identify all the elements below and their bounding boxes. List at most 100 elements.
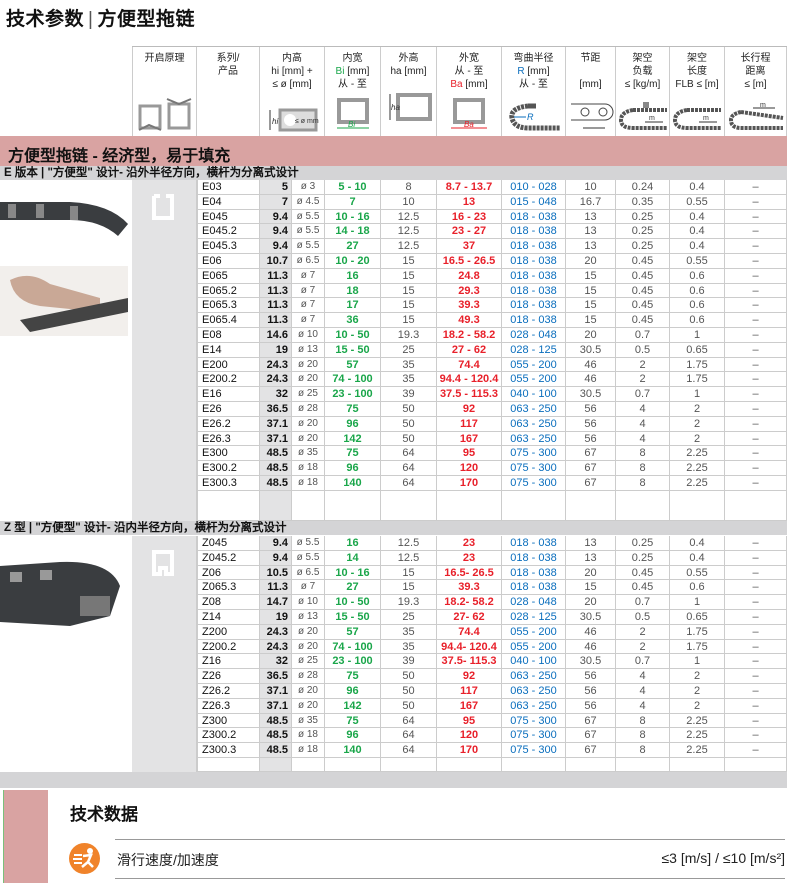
table-row[interactable]: E045 9.4 ø 5.5 10 - 16 12.5 16 - 23 018 - 038 1… <box>197 209 787 225</box>
cell-o-max: ø 18 <box>292 461 325 476</box>
cell-series: Z200.2 <box>197 639 260 655</box>
cell-ba: 117 <box>437 683 502 699</box>
cell-length: 0.55 <box>670 565 725 581</box>
cell-travel: – <box>725 327 787 343</box>
table-row[interactable]: E26.3 37.1 ø 20 142 50 167 063 - 250 56 4 2– <box>197 431 787 447</box>
cell-bi: 10 - 20 <box>325 253 381 269</box>
outer-height-icon: ha <box>381 92 436 122</box>
header-travel-l2: 距离 <box>745 66 766 77</box>
table-row[interactable]: E065 11.3 ø 7 16 15 24.8 018 - 038 15 0.45 0.6– <box>197 268 787 284</box>
cell-length: 2 <box>670 669 725 684</box>
table-row[interactable]: Z26.2 37.1 ø 20 96 50 117 063 - 250 56 4 2– <box>197 683 787 699</box>
cell-ba: 49.3 <box>437 313 502 328</box>
table-row[interactable]: Z26.3 37.1 ø 20 142 50 167 063 - 250 56 4 2– <box>197 698 787 714</box>
cell-r: 018 - 038 <box>502 224 566 240</box>
inner-height-icon: hi ≤ ø mm <box>260 108 324 132</box>
cell-o-max: ø 13 <box>292 342 325 358</box>
table-row[interactable]: Z08 14.7 ø 10 10 - 50 19.3 18.2- 58.2 028 - 04… <box>197 595 787 610</box>
table-row[interactable]: Z045.2 9.4 ø 5.5 14 12.5 23 018 - 038 13 0.25 0.4… <box>197 550 787 566</box>
cell-load: 4 <box>616 431 670 447</box>
table-row[interactable]: E200.2 24.3 ø 20 74 - 100 35 94.4 - 120.4 055 … <box>197 372 787 388</box>
speed-label: 滑行速度/加速度 <box>117 852 219 868</box>
table-row[interactable]: Z065.3 11.3 ø 7 27 15 39.3 018 - 038 15 0.45 0.6– <box>197 580 787 596</box>
table-row[interactable]: E045.3 9.4 ø 5.5 27 12.5 37 018 - 038 13 0.25 0.4… <box>197 239 787 254</box>
cell-r: 063 - 250 <box>502 416 566 432</box>
empty-cell <box>325 490 381 521</box>
table-row[interactable]: E300 48.5 ø 35 75 64 95 075 - 300 67 8 2.25– <box>197 446 787 462</box>
cell-ha: 19.3 <box>381 595 437 610</box>
table-row[interactable]: E08 14.6 ø 10 10 - 50 19.3 18.2 - 58.2 028 - 0… <box>197 327 787 343</box>
table-row[interactable]: E300.2 48.5 ø 18 96 64 120 075 - 300 67 8 2.25– <box>197 461 787 476</box>
table-row[interactable]: E300.3 48.5 ø 18 140 64 170 075 - 300 67 8 2.25– <box>197 475 787 491</box>
cell-length: 0.65 <box>670 609 725 625</box>
table-row[interactable]: Z200.2 24.3 ø 20 74 - 100 35 94.4- 120.4 055 -… <box>197 639 787 655</box>
empty-cell <box>197 757 260 772</box>
table-row[interactable]: E06 10.7 ø 6.5 10 - 20 15 16.5 - 26.5 018 - 03… <box>197 253 787 269</box>
header-pitch-l1: 节距 <box>580 53 601 64</box>
table-row[interactable]: E26 36.5 ø 28 75 50 92 063 - 250 56 4 2– <box>197 401 787 417</box>
cell-ha: 64 <box>381 475 437 491</box>
table-row[interactable]: Z300.2 48.5 ø 18 96 64 120 075 - 300 67 8 2.25– <box>197 728 787 744</box>
table-row[interactable]: Z300 48.5 ø 35 75 64 95 075 - 300 67 8 2.25– <box>197 713 787 729</box>
table-row[interactable]: E16 32 ø 25 23 - 100 39 37.5 - 115.3 040 - 100… <box>197 387 787 402</box>
empty-cell <box>260 757 292 772</box>
table-row[interactable]: E04 7 ø 4.5 7 10 13 015 - 048 16.7 0.35 0.55– <box>197 194 787 210</box>
cell-hi: 11.3 <box>260 283 292 299</box>
cell-travel: – <box>725 475 787 491</box>
cell-o-max: ø 5.5 <box>292 224 325 240</box>
header-ha-l1: 外高 <box>398 53 419 64</box>
cell-r: 055 - 200 <box>502 624 566 640</box>
table-row[interactable]: Z14 19 ø 13 15 - 50 25 27- 62 028 - 125 30.5 0.5… <box>197 609 787 625</box>
cell-pitch: 15 <box>566 298 616 314</box>
cell-pitch: 15 <box>566 283 616 299</box>
cell-length: 1 <box>670 654 725 670</box>
header-ba-l1: 外宽 <box>459 53 479 64</box>
open-top-link-icon <box>152 194 174 220</box>
header-r-l1: 弯曲半径 <box>513 53 554 64</box>
cell-travel: – <box>725 683 787 699</box>
cell-ha: 50 <box>381 431 437 447</box>
table-row[interactable]: E065.3 11.3 ø 7 17 15 39.3 018 - 038 15 0.45 0.6– <box>197 298 787 314</box>
table-row[interactable]: Z300.3 48.5 ø 18 140 64 170 075 - 300 67 8 2.25– <box>197 743 787 758</box>
table-row[interactable]: Z06 10.5 ø 6.5 10 - 16 15 16.5- 26.5 018 - 038… <box>197 565 787 581</box>
table-row[interactable]: Z16 32 ø 25 23 - 100 39 37.5- 115.3 040 - 100 3… <box>197 654 787 670</box>
cell-load: 8 <box>616 743 670 758</box>
cell-load: 0.35 <box>616 194 670 210</box>
table-row[interactable]: E200 24.3 ø 20 57 35 74.4 055 - 200 46 2 1.75– <box>197 357 787 373</box>
cell-load: 4 <box>616 698 670 714</box>
cell-bi: 10 - 50 <box>325 327 381 343</box>
table-row[interactable]: Z200 24.3 ø 20 57 35 74.4 055 - 200 46 2 1.75– <box>197 624 787 640</box>
cell-bi: 18 <box>325 283 381 299</box>
table-row[interactable]: E14 19 ø 13 15 - 50 25 27 - 62 028 - 125 30.5 0.… <box>197 342 787 358</box>
cell-o-max: ø 13 <box>292 609 325 625</box>
header-r-unit: [mm] <box>524 66 550 77</box>
empty-cell <box>725 757 787 772</box>
cell-bi: 96 <box>325 461 381 476</box>
table-row[interactable]: Z26 36.5 ø 28 75 50 92 063 - 250 56 4 2– <box>197 669 787 684</box>
empty-cell <box>292 757 325 772</box>
table-row[interactable]: E045.2 9.4 ø 5.5 14 - 18 12.5 23 - 27 018 - 03… <box>197 224 787 240</box>
cell-o-max: ø 5.5 <box>292 550 325 566</box>
cell-length: 0.6 <box>670 298 725 314</box>
cell-o-max: ø 7 <box>292 298 325 314</box>
table-row[interactable]: E065.4 11.3 ø 7 36 15 49.3 018 - 038 15 0.45 0.6– <box>197 313 787 328</box>
cell-hi: 48.5 <box>260 713 292 729</box>
cell-ha: 12.5 <box>381 550 437 566</box>
cell-r: 018 - 038 <box>502 283 566 299</box>
cell-travel: – <box>725 580 787 596</box>
table-row[interactable]: E065.2 11.3 ø 7 18 15 29.3 018 - 038 15 0.45 0.6– <box>197 283 787 299</box>
empty-cell <box>616 757 670 772</box>
table-row[interactable]: E26.2 37.1 ø 20 96 50 117 063 - 250 56 4 2– <box>197 416 787 432</box>
cell-o-max: ø 10 <box>292 327 325 343</box>
cell-travel: – <box>725 268 787 284</box>
cell-r: 075 - 300 <box>502 743 566 758</box>
cell-length: 1.75 <box>670 624 725 640</box>
cell-load: 0.45 <box>616 298 670 314</box>
cell-bi: 57 <box>325 624 381 640</box>
table-row[interactable]: Z045 9.4 ø 5.5 16 12.5 23 018 - 038 13 0.25 0.4– <box>197 536 787 551</box>
cell-length: 0.4 <box>670 224 725 240</box>
cell-o-max: ø 25 <box>292 387 325 402</box>
cell-r: 010 - 028 <box>502 180 566 195</box>
cell-travel: – <box>725 283 787 299</box>
